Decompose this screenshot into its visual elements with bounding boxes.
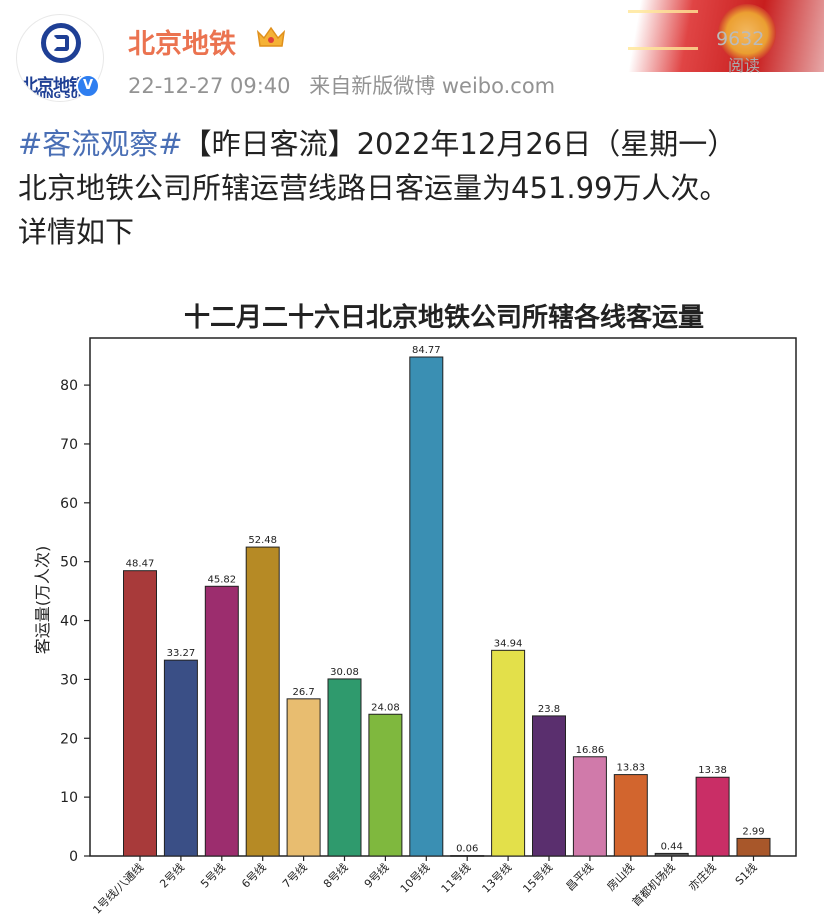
value-label: 16.86 — [576, 745, 605, 756]
value-label: 24.08 — [371, 702, 400, 713]
bar-2 — [163, 659, 198, 857]
x-tick-label: 10号线 — [397, 860, 432, 895]
post-line-2: 北京地铁公司所辖运营线路日客运量为451.99万人次。 — [18, 171, 729, 205]
value-label: 23.8 — [538, 704, 560, 715]
avatar-logo-sub: BEIJING SUBWAY — [23, 91, 104, 101]
x-tick-label: 首都机场线 — [629, 860, 678, 909]
value-label: 0.06 — [456, 844, 478, 855]
value-label: 13.83 — [616, 763, 645, 774]
bars-group — [123, 356, 771, 857]
decorative-banner — [598, 0, 824, 72]
bar-12 — [572, 756, 607, 857]
post-text: #客流观察#【昨日客流】2022年12月26日（星期一） 北京地铁公司所辖运营线… — [18, 122, 808, 254]
x-axis-ticks: 1号线/八通线 2号线 5号线 6号线 7号线 8号线 9号线 10号线 11号线 13号线 15号… — [90, 856, 760, 916]
post-header: 北京地铁 BEIJING SUBWAY V 北京地铁 22-12-27 09:4… — [0, 0, 824, 110]
y-tick-label: 60 — [60, 496, 78, 512]
bar-3 — [204, 585, 239, 857]
y-tick-label: 10 — [60, 790, 78, 806]
value-label: 34.94 — [494, 638, 523, 649]
post-meta: 22-12-27 09:40 来自新版微博 weibo.com — [128, 70, 567, 100]
bar-6 — [327, 678, 362, 857]
bar-4 — [245, 546, 280, 857]
x-tick-label: 15号线 — [520, 860, 555, 895]
y-tick-label: 0 — [69, 849, 78, 865]
crown-icon — [256, 26, 286, 47]
x-tick-label: 13号线 — [479, 860, 514, 895]
y-tick-label: 70 — [60, 437, 78, 453]
value-label: 84.77 — [412, 345, 441, 356]
emblem-icon — [718, 4, 776, 62]
y-tick-label: 20 — [60, 731, 78, 747]
chart-image[interactable]: 十二月二十六日北京地铁公司所辖各线客运量 客运量(万人次) 0 10 20 30 40 5… — [10, 290, 814, 916]
x-tick-label: 8号线 — [320, 860, 350, 890]
bar-1 — [123, 570, 157, 857]
x-tick-label: 昌平线 — [563, 860, 596, 893]
value-label: 2.99 — [742, 826, 764, 837]
x-tick-label: 5号线 — [198, 860, 228, 890]
bar-5 — [286, 698, 321, 857]
post-time: 22-12-27 09:40 — [128, 74, 291, 98]
avatar-logo-text: 北京地铁 — [21, 76, 86, 96]
value-label: 33.27 — [167, 648, 196, 659]
x-tick-label: 1号线/八通线 — [90, 860, 146, 916]
bar-10 — [491, 649, 526, 857]
post-line-3: 详情如下 — [18, 215, 135, 249]
read-label: 阅读 — [728, 56, 761, 75]
bar-11 — [532, 715, 566, 857]
x-tick-label: S1线 — [732, 860, 760, 888]
value-label: 26.7 — [292, 687, 314, 698]
value-label: 30.08 — [330, 667, 359, 678]
avatar[interactable]: 北京地铁 BEIJING SUBWAY — [16, 14, 104, 102]
x-tick-label: 2号线 — [157, 860, 187, 890]
x-tick-label: 11号线 — [438, 860, 473, 895]
bar-chart: 十二月二十六日北京地铁公司所辖各线客运量 客运量(万人次) 0 10 20 30 40 5… — [33, 302, 797, 916]
hashtag-link[interactable]: #客流观察# — [18, 127, 183, 161]
bar-16 — [736, 837, 771, 857]
bar-7 — [368, 713, 403, 857]
x-tick-label: 9号线 — [361, 860, 391, 890]
value-label: 0.44 — [661, 841, 683, 852]
building-icon — [628, 10, 698, 50]
x-tick-label: 房山线 — [604, 860, 637, 893]
y-tick-label: 50 — [60, 555, 78, 571]
post-source[interactable]: 来自新版微博 weibo.com — [309, 74, 556, 98]
read-count: 9632 — [716, 28, 765, 50]
y-axis-label: 客运量(万人次) — [33, 546, 52, 655]
bar-14 — [654, 852, 689, 857]
y-tick-label: 40 — [60, 614, 78, 630]
beijing-subway-logo-icon — [41, 23, 81, 63]
chart-title: 十二月二十六日北京地铁公司所辖各线客运量 — [184, 302, 704, 333]
y-tick-label: 80 — [60, 378, 78, 394]
value-label: 48.47 — [126, 559, 155, 570]
post-line-1: #客流观察#【昨日客流】2022年12月26日（星期一） — [18, 122, 808, 166]
verified-badge-icon: V — [76, 74, 100, 98]
value-label: 13.38 — [698, 765, 727, 776]
y-axis-ticks: 0 10 20 30 40 50 60 70 80 — [60, 378, 90, 865]
logo-g-mark — [53, 35, 69, 51]
y-tick-label: 30 — [60, 672, 78, 688]
x-tick-label: 亦庄线 — [685, 860, 718, 893]
value-label: 52.48 — [248, 535, 277, 546]
username[interactable]: 北京地铁 — [128, 29, 236, 60]
x-tick-label: 6号线 — [238, 860, 268, 890]
value-label: 45.82 — [207, 574, 236, 585]
x-tick-label: 7号线 — [279, 860, 309, 890]
bar-8 — [409, 356, 444, 857]
bar-15 — [695, 776, 730, 857]
value-labels-group: 48.47 33.27 45.82 52.48 26.7 30.08 24.08 84.77 0… — [126, 345, 765, 855]
post-line-1-rest: 【昨日客流】2022年12月26日（星期一） — [182, 127, 737, 161]
bar-13 — [613, 774, 648, 857]
